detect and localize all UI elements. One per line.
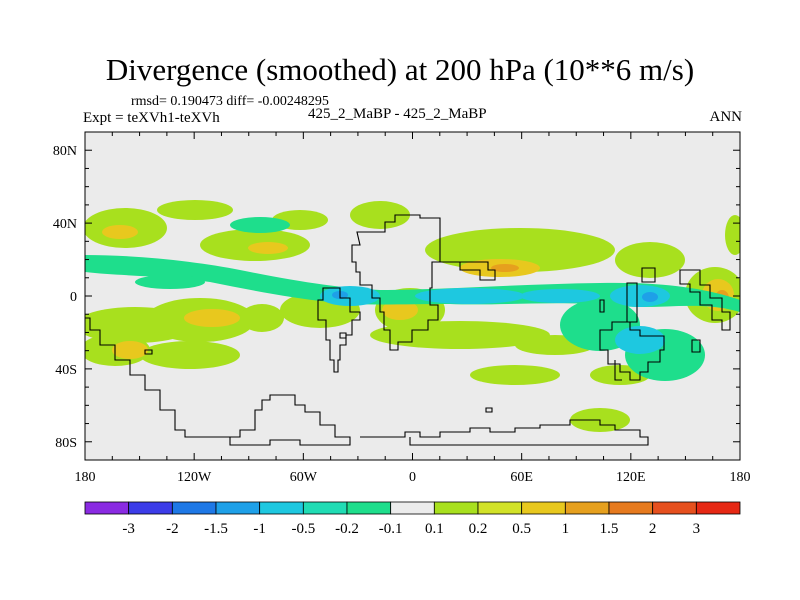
colorbar-swatch bbox=[521, 501, 566, 515]
colorbar-label: -1.5 bbox=[204, 521, 228, 537]
colorbar-swatch bbox=[346, 501, 392, 515]
experiment-label: Expt = teXVh1-teXVh bbox=[83, 110, 220, 126]
y-tick-label: 0 bbox=[70, 290, 77, 305]
x-axis-labels: 180 120W 60W 0 60E 120E 180 bbox=[75, 470, 751, 485]
contour-fields bbox=[85, 200, 740, 446]
colorbar-label: 0.5 bbox=[512, 521, 531, 537]
y-tick-label: 40N bbox=[53, 217, 77, 232]
colorbar-swatch bbox=[564, 501, 610, 515]
y-tick-label: 80S bbox=[55, 436, 77, 451]
x-tick-label: 60W bbox=[290, 470, 318, 485]
colorbar bbox=[84, 501, 741, 515]
x-tick-label: 0 bbox=[409, 470, 416, 485]
y-tick-label: 80N bbox=[53, 144, 77, 159]
colorbar-swatch bbox=[608, 501, 654, 515]
colorbar-swatch bbox=[84, 501, 130, 515]
colorbar-label: -3 bbox=[122, 521, 135, 537]
axis-ticks bbox=[84, 131, 741, 461]
x-tick-label: 60E bbox=[510, 470, 533, 485]
y-tick-label: 40S bbox=[55, 363, 77, 378]
colorbar-labels: -3 -2 -1.5 -1 -0.5 -0.2 -0.1 0.1 0.2 0.5 1 1.5 2 3 bbox=[122, 521, 700, 537]
x-tick-label: 180 bbox=[730, 470, 751, 485]
colorbar-swatch bbox=[215, 501, 261, 515]
colorbar-label: 1.5 bbox=[600, 521, 619, 537]
colorbar-swatch bbox=[128, 501, 173, 515]
x-tick-label: 120E bbox=[616, 470, 646, 485]
colorbar-label: 0.1 bbox=[425, 521, 444, 537]
plot-title: Divergence (smoothed) at 200 hPa (10**6 … bbox=[105, 52, 695, 87]
colorbar-label: -1 bbox=[253, 521, 266, 537]
colorbar-label: 0.2 bbox=[469, 521, 488, 537]
colorbar-swatch bbox=[302, 501, 348, 515]
y-axis-labels: 80N 40N 0 40S 80S bbox=[53, 144, 77, 451]
colorbar-swatch bbox=[259, 501, 304, 515]
colorbar-swatch bbox=[171, 501, 217, 515]
stats-line: rmsd= 0.190473 diff= -0.00248295 bbox=[131, 94, 329, 109]
colorbar-label: 1 bbox=[562, 521, 570, 537]
coastlines bbox=[85, 214, 731, 446]
strong-negative-contours bbox=[320, 285, 670, 354]
case-label: 425_2_MaBP - 425_2_MaBP bbox=[308, 106, 487, 122]
colorbar-label: -0.1 bbox=[379, 521, 403, 537]
colorbar-swatch bbox=[433, 501, 479, 515]
x-tick-label: 120W bbox=[177, 470, 212, 485]
colorbar-label: 3 bbox=[693, 521, 701, 537]
colorbar-swatch bbox=[390, 501, 435, 515]
colorbar-label: -0.2 bbox=[335, 521, 359, 537]
colorbar-swatch bbox=[695, 501, 741, 515]
colorbar-label: 2 bbox=[649, 521, 657, 537]
season-label: ANN bbox=[709, 109, 743, 125]
x-tick-label: 180 bbox=[75, 470, 96, 485]
colorbar-label: -2 bbox=[166, 521, 179, 537]
colorbar-swatch bbox=[477, 501, 523, 515]
colorbar-label: -0.5 bbox=[291, 521, 315, 537]
colorbar-swatch bbox=[652, 501, 697, 515]
